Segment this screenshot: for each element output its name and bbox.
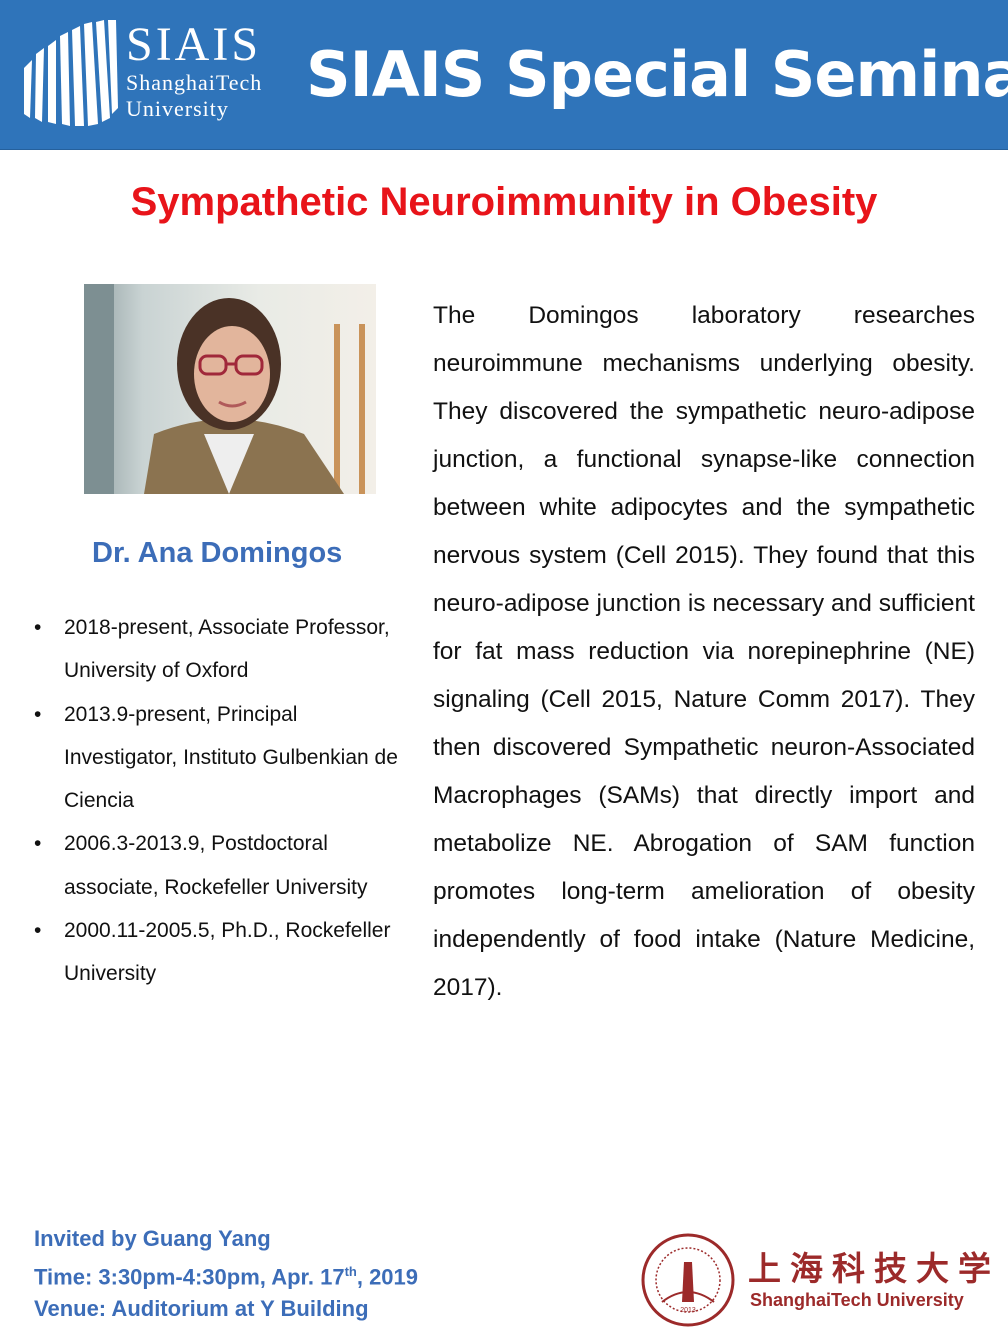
speaker-name: Dr. Ana Domingos [92,537,343,569]
bio-item: 2000.11-2005.5, Ph.D., Rockefeller Unive… [34,909,404,996]
shanghaitech-logo: 2013 上海科技大学 ShanghaiTech University [640,1232,1000,1330]
logo-subtitle: ShanghaiTech University [126,70,263,121]
svg-text:2013: 2013 [680,1307,696,1314]
event-time: Time: 3:30pm-4:30pm, Apr. 17th, 2019 [34,1263,419,1289]
talk-title: Sympathetic Neuroimmunity in Obesity [130,180,878,224]
abstract-text: The Domingos laboratory researches neuro… [433,302,975,1001]
university-name-en: ShanghaiTech University [750,1290,964,1310]
invited-by: Invited by Guang Yang [34,1226,271,1251]
siais-logo-text: SIAIS ShanghaiTech University [126,20,262,122]
logo-name: SIAIS [126,18,262,71]
bio-item: 2018-present, Associate Professor, Unive… [34,606,404,693]
speaker-photo [84,284,376,494]
header-banner: SIAIS ShanghaiTech University SIAIS Speci… [0,0,1008,150]
seminar-series-title: SIAIS Special Seminar [306,38,1008,111]
event-venue: Venue: Auditorium at Y Building [34,1296,369,1322]
siais-logo-icon [24,20,118,126]
university-name-cn: 上海科技大学 [748,1249,1000,1288]
university-seal-icon: 2013 [641,1233,735,1327]
bio-item: 2006.3-2013.9, Postdoctoral associate, R… [34,822,404,909]
bio-item: 2013.9-present, Principal Investigator, … [34,693,404,823]
speaker-bio-list: 2018-present, Associate Professor, Unive… [34,606,404,996]
event-details: Invited by Guang Yang Time: 3:30pm-4:30p… [34,1223,418,1326]
